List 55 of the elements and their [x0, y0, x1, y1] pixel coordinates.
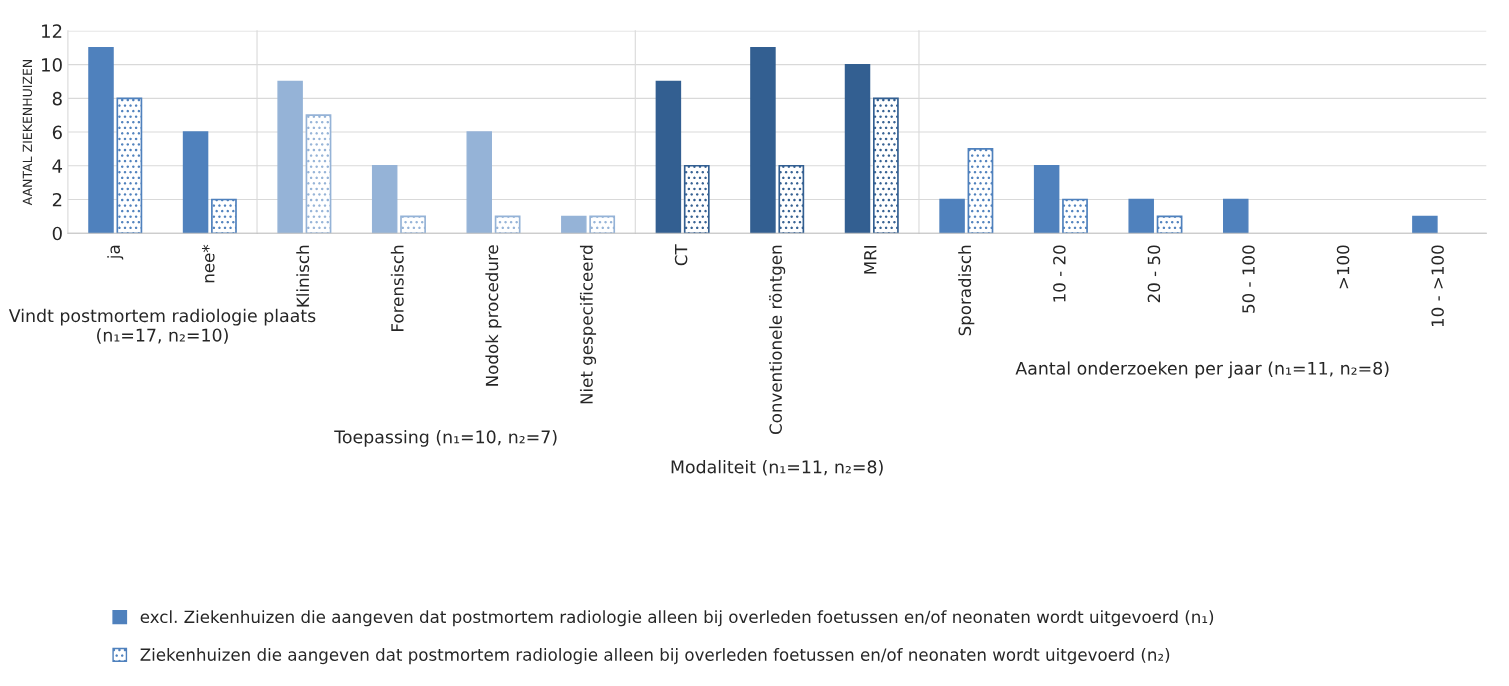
legend-label: excl. Ziekenhuizen die aangeven dat postmortem radiologie alleen bij overleden foetussen en/of neonaten wordt uitgevoerd (n₁) — [140, 610, 1214, 627]
bar — [589, 215, 616, 234]
y-tick-label: 6 — [52, 125, 62, 140]
y-tick-label: 2 — [52, 192, 62, 207]
x-tick-label: MRI — [864, 245, 877, 274]
x-axis-title: Toepassing (n₁=10, n₂=7) — [334, 430, 557, 447]
bar — [967, 148, 994, 234]
bar — [371, 165, 398, 234]
x-tick-label: Nodok procedure — [485, 245, 502, 386]
x-tick-label: Niet gespecificeerd — [579, 245, 597, 404]
x-tick-label: Klinisch — [296, 245, 310, 307]
x-tick-label: >100 — [1336, 245, 1350, 289]
bar — [844, 63, 871, 234]
y-tick-label: 4 — [52, 159, 63, 173]
bar — [1062, 198, 1088, 234]
x-tick-label: ja — [107, 245, 124, 260]
bar — [561, 215, 587, 234]
bar — [466, 131, 493, 234]
bar — [1033, 165, 1060, 234]
y-axis-title: AANTAL ZIEKENHUIZEN — [22, 59, 33, 206]
x-tick-label: 10 - 20 — [1053, 245, 1066, 302]
y-tick-label: 12 — [42, 24, 62, 38]
bar — [1128, 198, 1154, 234]
x-tick-label: 50 - 100 — [1242, 245, 1255, 313]
bar — [778, 164, 805, 234]
bar — [277, 80, 303, 234]
x-tick-label: Sporadisch — [958, 245, 975, 336]
bar — [1223, 198, 1249, 234]
x-axis-title: Aantal onderzoeken per jaar (n₁=11, n₂=8) — [1015, 361, 1389, 379]
x-axis-title: Modaliteit (n₁=11, n₂=8) — [671, 459, 883, 476]
bar — [1412, 215, 1438, 234]
bar — [305, 114, 332, 234]
legend-label: Ziekenhuizen die aangeven dat postmortem radiologie alleen bij overleden foetussen en/of neonaten wordt uitgevoerd (n₂) — [140, 648, 1170, 665]
x-tick-label: CT — [674, 244, 688, 266]
y-tick-label: 0 — [52, 226, 62, 241]
y-tick-label: 8 — [52, 91, 62, 106]
x-tick-label: 10 - >100 — [1431, 245, 1444, 327]
bar — [872, 97, 899, 234]
bar — [400, 215, 426, 234]
x-tick-label: Forensisch — [390, 245, 404, 331]
bar — [655, 80, 682, 234]
bar — [939, 198, 965, 234]
bar — [683, 164, 710, 234]
x-axis-title: Vindt postmortem radiologie plaats (n₁=17, n₂=10) — [8, 308, 316, 344]
y-tick-label: 10 — [42, 58, 62, 72]
bar — [88, 47, 114, 234]
bar — [750, 47, 776, 234]
x-tick-label: 20 - 50 — [1147, 245, 1161, 303]
bar — [116, 97, 143, 234]
bar — [182, 131, 209, 234]
x-tick-label: Conventionele röntgen — [769, 245, 786, 435]
x-tick-label: nee* — [201, 244, 215, 283]
bar — [1156, 215, 1183, 234]
bar — [494, 215, 521, 234]
bar — [211, 198, 237, 234]
